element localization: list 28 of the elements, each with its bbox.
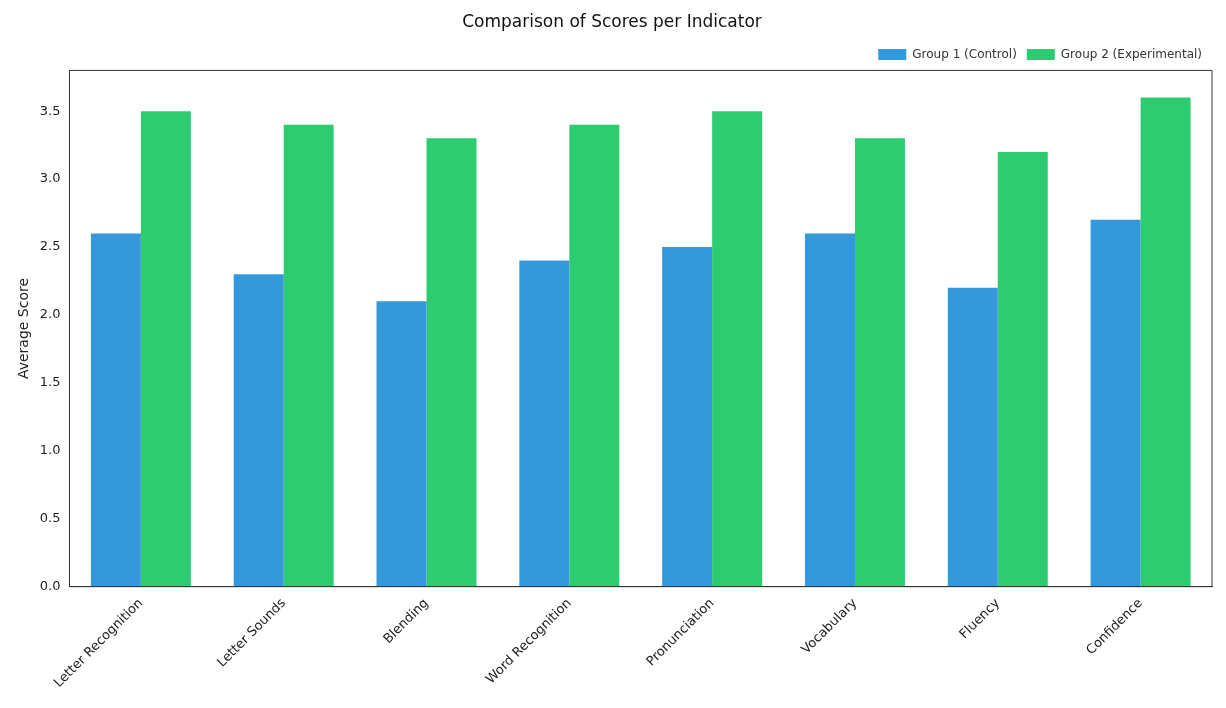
bar — [569, 124, 620, 587]
bar — [90, 233, 141, 587]
bar — [283, 124, 334, 587]
bar — [662, 247, 713, 587]
bar — [233, 274, 284, 587]
bar — [947, 287, 998, 587]
bar — [1090, 219, 1141, 587]
y-tick-label: 3.5 — [39, 102, 61, 118]
bar — [712, 111, 763, 587]
y-tick-label: 2.0 — [39, 306, 61, 322]
bar — [140, 111, 191, 587]
y-tick-label: 1.5 — [39, 374, 61, 390]
legend-label: Group 1 (Control) — [912, 46, 1017, 61]
bar — [997, 151, 1048, 587]
bar — [376, 301, 427, 587]
y-tick-label: 0.0 — [39, 578, 61, 594]
y-tick-label: 1.0 — [39, 442, 61, 458]
y-tick-label: 0.5 — [39, 510, 61, 526]
y-tick-label: 3.0 — [39, 170, 61, 186]
chart-title: Comparison of Scores per Indicator — [462, 10, 762, 31]
legend-label: Group 2 (Experimental) — [1060, 46, 1203, 61]
bar — [1140, 97, 1191, 587]
y-axis-title: Average Score — [15, 277, 32, 380]
bar — [426, 138, 477, 587]
y-tick-label: 2.5 — [39, 238, 61, 254]
bar — [804, 233, 855, 587]
bar — [519, 260, 570, 587]
bar — [854, 138, 905, 587]
